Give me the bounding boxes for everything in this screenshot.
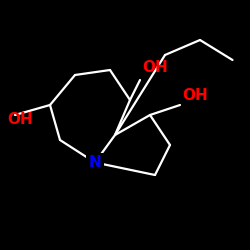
Text: N: N [88,155,102,170]
Text: OH: OH [142,60,168,75]
Text: OH: OH [182,88,208,102]
Text: OH: OH [8,112,33,128]
